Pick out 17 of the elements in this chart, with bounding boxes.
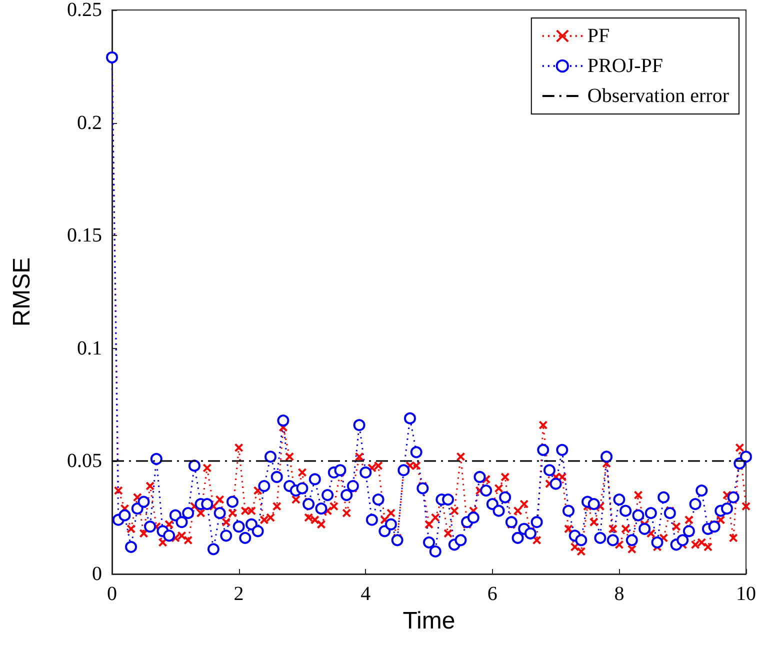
legend-label: PROJ-PF	[587, 55, 663, 77]
y-tick-label: 0.25	[67, 0, 102, 21]
x-tick-label: 8	[614, 583, 624, 605]
y-tick-label: 0	[92, 563, 102, 585]
y-axis-title: RMSE	[8, 257, 36, 327]
x-axis-title: Time	[402, 607, 456, 634]
x-tick-label: 10	[736, 583, 756, 605]
x-tick-label: 2	[234, 583, 244, 605]
x-tick-label: 0	[107, 583, 117, 605]
y-tick-label: 0.1	[77, 337, 102, 360]
y-tick-label: 0.2	[77, 112, 102, 134]
x-tick-label: 4	[360, 583, 371, 605]
legend-label: PF	[587, 25, 610, 47]
legend-label: Observation error	[587, 85, 730, 107]
y-tick-label: 0.15	[67, 224, 102, 247]
x-tick-label: 6	[487, 583, 498, 605]
y-tick-label: 0.05	[67, 450, 102, 472]
